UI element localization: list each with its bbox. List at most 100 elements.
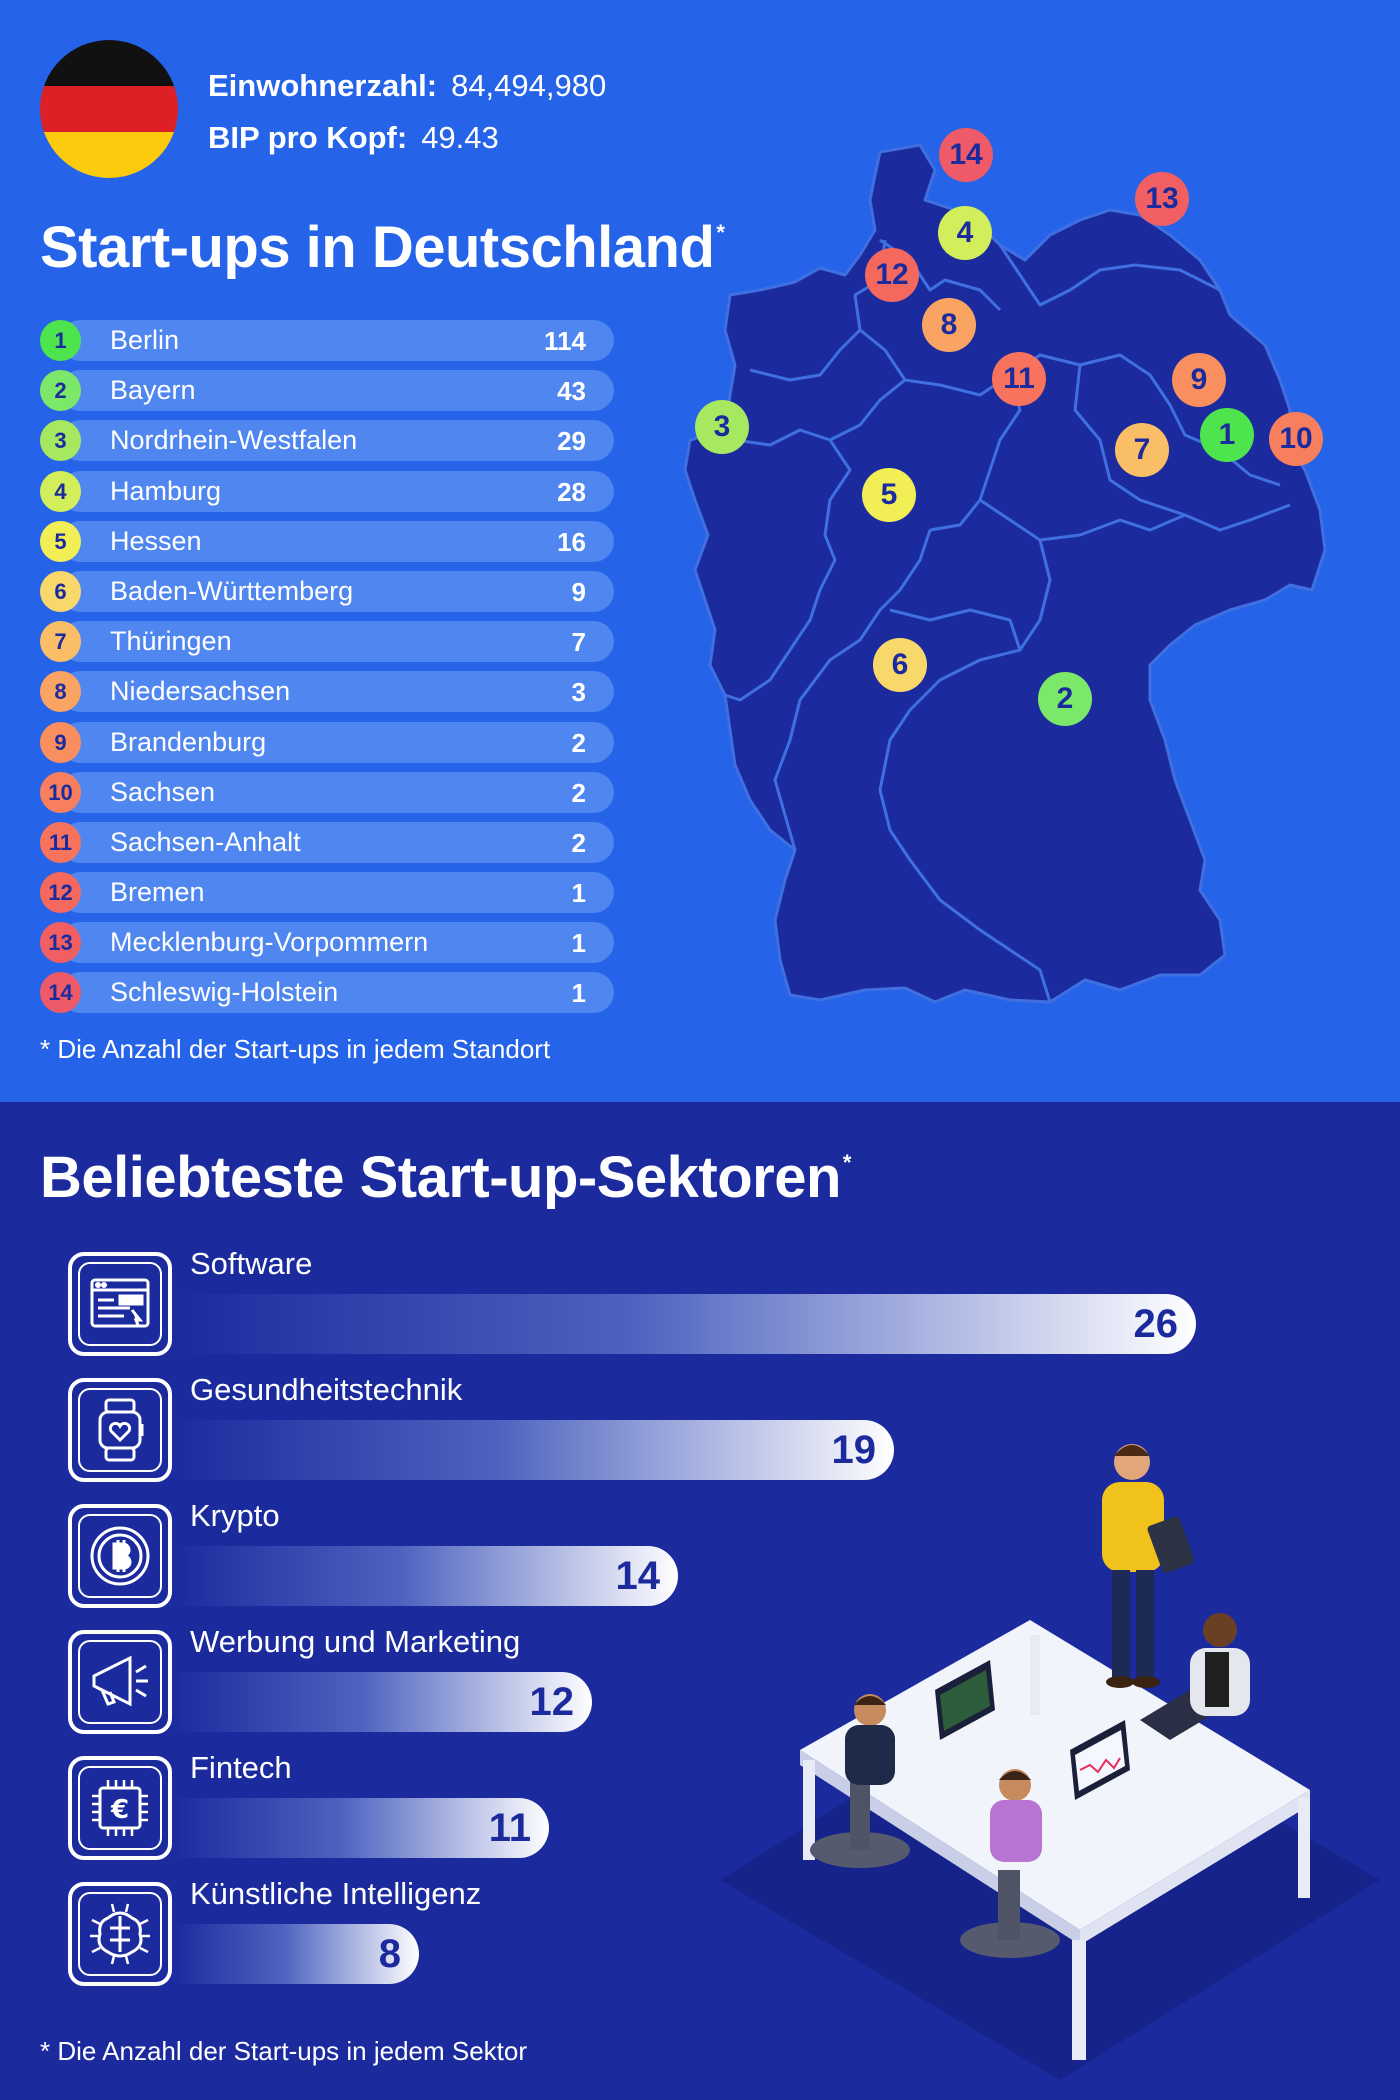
startup-row: 7 Thüringen 7 [40,621,614,663]
map-pin-14: 14 [939,128,993,182]
map-pin-10: 10 [1269,412,1323,466]
startup-count: 114 [544,326,586,356]
map-pin-7: 7 [1115,423,1169,477]
country-stats: Einwohnerzahl: 84,494,980 BIP pro Kopf: 49… [208,60,606,164]
row-bar [60,420,614,462]
startup-count: 28 [557,476,586,507]
startup-count: 29 [557,426,586,457]
region-name: Thüringen [110,626,232,657]
sector-bar: 12 [172,1672,592,1732]
map-pin-9: 9 [1172,353,1226,407]
sector-label: Fintech [190,1750,292,1785]
region-name: Nordrhein-Westfalen [110,425,358,456]
startups-footnote: * Die Anzahl der Start-ups in jedem Stan… [40,1034,551,1064]
team-office-illustration [700,1420,1380,2080]
row-bar [60,671,614,713]
startup-count: 1 [571,928,586,959]
map-pin-11: 11 [992,352,1046,406]
map-pin-12: 12 [865,248,919,302]
map-pin-6: 6 [873,638,927,692]
sectors-title: Beliebteste Start-up-Sektoren* [40,1145,851,1210]
gdp-value: 49.43 [421,120,499,155]
ai-brain-chip-icon [68,1882,172,1986]
sector-value: 26 [1133,1302,1179,1346]
sector-bar: 26 [172,1294,1196,1354]
sector-label: Werbung und Marketing [190,1624,521,1659]
rank-badge: 2 [40,370,81,412]
rank-badge: 10 [40,771,81,813]
startup-row: 1 Berlin 114 [40,320,614,361]
rank-badge: 4 [40,470,81,512]
startup-count: 2 [571,727,586,758]
startup-count: 3 [571,677,586,708]
rank-badge: 5 [40,520,81,562]
rank-badge: 8 [40,671,81,713]
startups-title: Start-ups in Deutschland* [40,215,725,280]
row-bar [60,972,614,1014]
sector-bar: 8 [172,1924,419,1984]
row-bar [60,470,614,512]
smartwatch-icon [68,1378,172,1482]
map-pin-4: 4 [938,206,992,260]
sector-bar: 14 [172,1546,678,1606]
population-label: Einwohnerzahl: [208,68,438,103]
startup-count: 7 [571,627,586,658]
startup-count: 2 [571,827,586,858]
megaphone-icon [68,1630,172,1734]
svg-text:€: € [110,1795,129,1825]
region-name: Brandenburg [110,726,267,757]
row-bar [60,320,614,361]
bitcoin-icon [68,1504,172,1608]
sector-item: Gesundheitstechnik 19 [68,1372,1268,1488]
euro-chip-icon: € [68,1756,172,1860]
map-pin-13: 13 [1135,172,1189,226]
gdp-label: BIP pro Kopf: [208,120,408,155]
region-name: Mecklenburg-Vorpommern [110,927,429,958]
startup-row: 5 Hessen 16 [40,520,614,562]
sector-item: Krypto 14 [68,1498,1268,1614]
sector-label: Krypto [190,1498,280,1533]
region-name: Sachsen-Anhalt [110,826,301,857]
germany-map-shape [683,143,1327,1004]
region-name: Bayern [110,375,196,406]
region-name: Baden-Württemberg [110,575,354,606]
row-bar [60,771,614,813]
sector-item: Künstliche Intelligenz 8 [68,1876,1268,1992]
germany-map: 1 2 3 4 5 6 7 8 9 10 11 12 13 14 [680,128,1340,1040]
map-pin-2: 2 [1038,672,1092,726]
startup-count: 43 [557,376,586,407]
rank-badge: 3 [40,420,81,462]
startup-ranking-list: 1 Berlin 114 2 Bayern 43 3 Nordrhein-Westfalen 2… [40,320,614,1023]
region-name: Hamburg [110,475,222,506]
sector-bar: 19 [172,1420,894,1480]
map-pin-5: 5 [862,468,916,522]
germany-flag-icon [40,40,178,178]
rank-badge: 1 [40,320,81,361]
map-pin-1: 1 [1200,408,1254,462]
gdp-line: BIP pro Kopf: 49.43 [208,112,606,164]
startup-row: 11 Sachsen-Anhalt 2 [40,821,614,863]
region-name: Sachsen [110,776,216,807]
population-value: 84,494,980 [451,68,607,103]
sector-label: Künstliche Intelligenz [190,1876,482,1911]
startup-row: 6 Baden-Württemberg 9 [40,570,614,612]
sector-item: Werbung und Marketing 12 [68,1624,1268,1740]
sector-value: 12 [529,1680,575,1724]
sector-value: 11 [488,1806,531,1850]
sector-value: 19 [831,1428,877,1472]
sector-value: 14 [615,1554,661,1598]
sector-item: Software 26 [68,1246,1268,1362]
region-name: Niedersachsen [110,676,291,707]
startup-row: 9 Brandenburg 2 [40,721,614,763]
map-pin-3: 3 [695,400,749,454]
startup-row: 2 Bayern 43 [40,370,614,412]
sector-bar: 11 [172,1798,549,1858]
row-bar [60,922,614,964]
region-name: Berlin [110,325,180,355]
startup-row: 12 Bremen 1 [40,872,614,914]
startup-count: 16 [557,526,586,557]
sectors-footnote: * Die Anzahl der Start-ups in jedem Sekt… [40,2036,528,2066]
region-name: Schleswig-Holstein [110,977,339,1008]
rank-badge: 13 [40,922,81,964]
browser-window-icon [68,1252,172,1356]
